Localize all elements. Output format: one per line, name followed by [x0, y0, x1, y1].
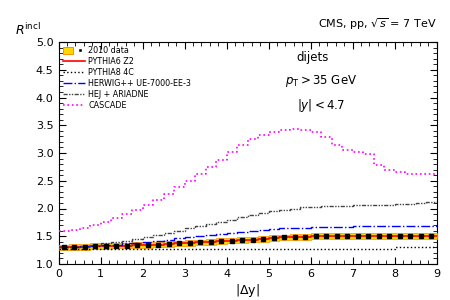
Text: $p_{\rm T} > 35$ GeV: $p_{\rm T} > 35$ GeV: [285, 73, 358, 89]
Text: CMS, pp, $\sqrt{s}$ = 7 TeV: CMS, pp, $\sqrt{s}$ = 7 TeV: [318, 16, 436, 32]
Y-axis label: $R^{\rm incl}$: $R^{\rm incl}$: [15, 22, 41, 38]
Text: $|y| < 4.7$: $|y| < 4.7$: [297, 98, 345, 115]
Legend: 2010 data, PYTHIA6 Z2, PYTHIA8 4C, HERWIG++ UE-7000-EE-3, HEJ + ARIADNE, CASCADE: 2010 data, PYTHIA6 Z2, PYTHIA8 4C, HERWI…: [61, 44, 193, 112]
Text: dijets: dijets: [297, 51, 329, 64]
X-axis label: |$\Delta$y|: |$\Delta$y|: [235, 282, 260, 298]
